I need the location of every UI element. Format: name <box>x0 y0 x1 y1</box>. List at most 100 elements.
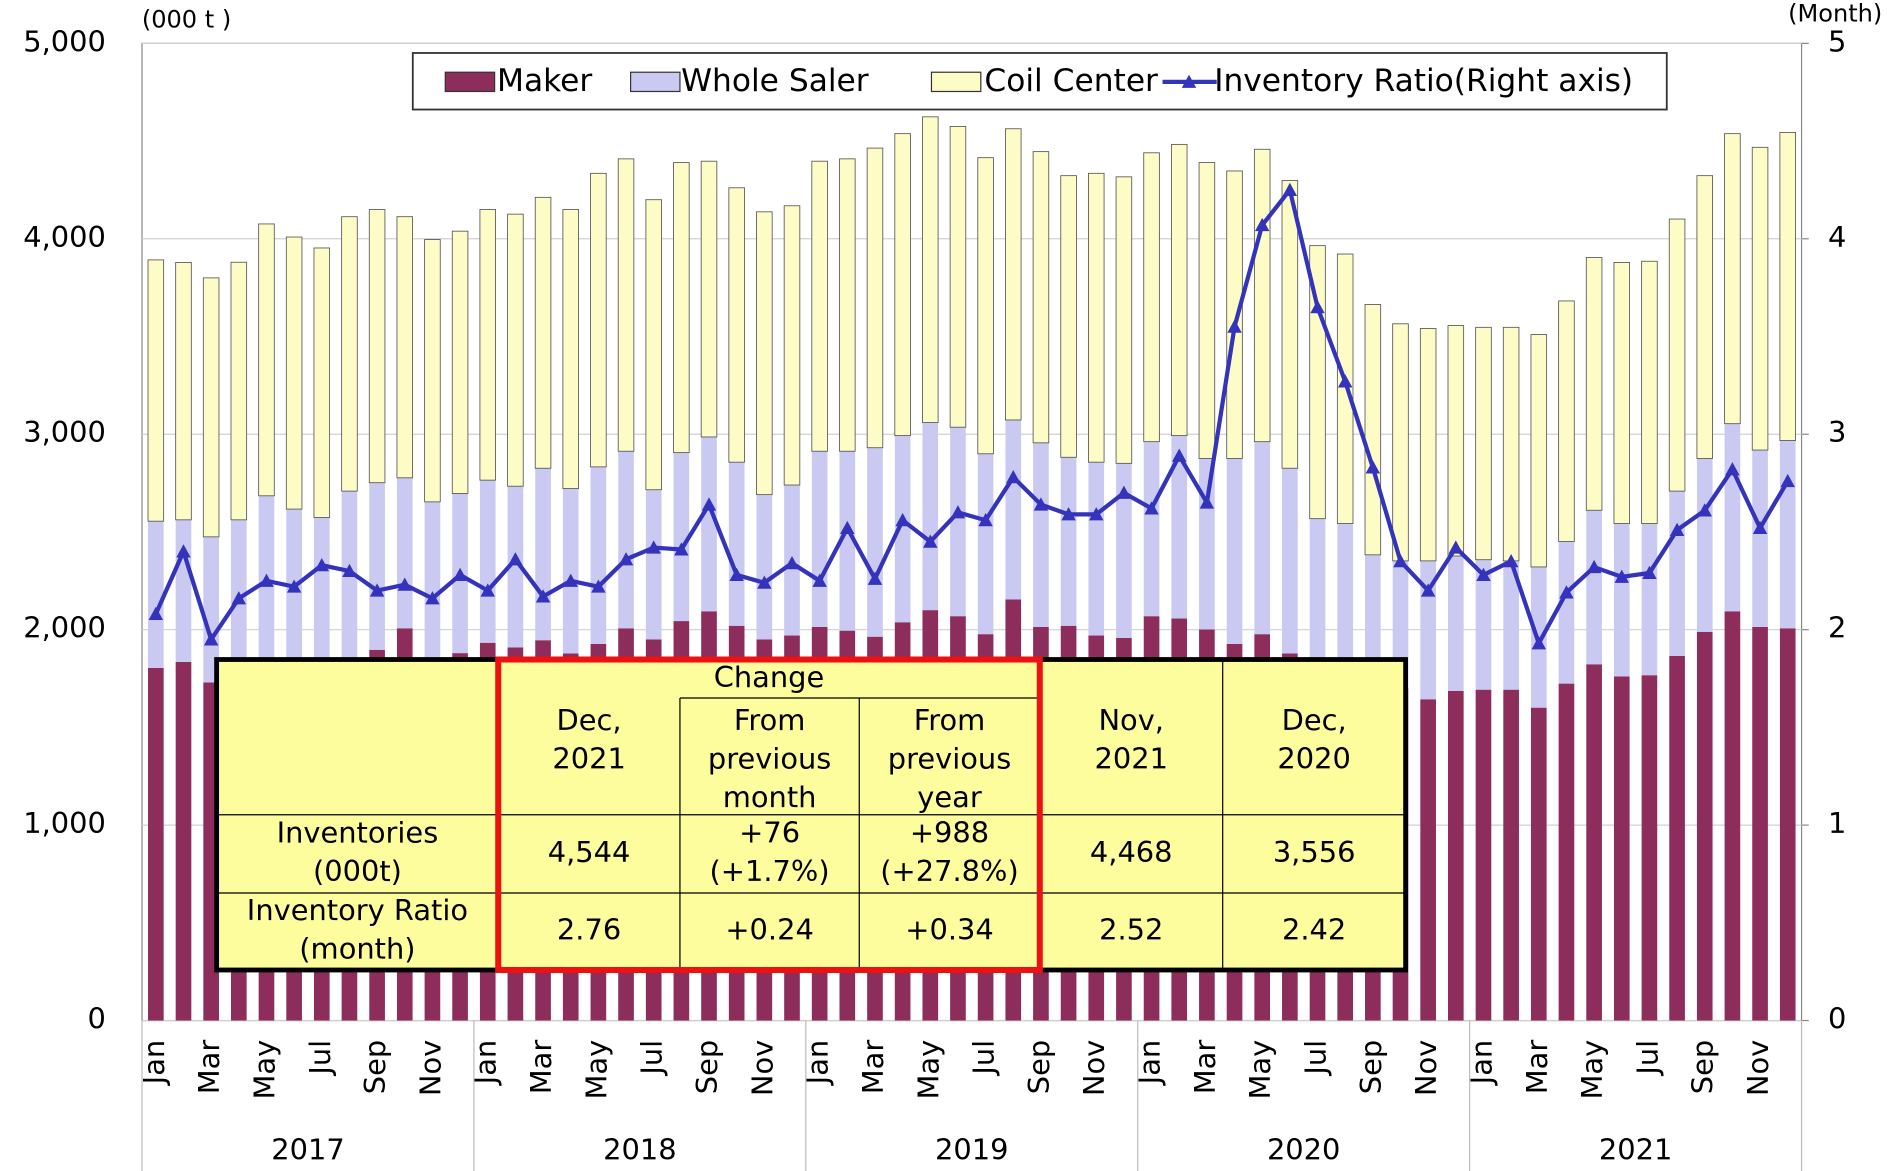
bar-segment <box>673 452 690 622</box>
bar-segment <box>1641 523 1658 676</box>
x-tick-label: Mar <box>192 1040 226 1095</box>
ratio-marker <box>646 540 661 554</box>
bar-segment <box>1613 523 1630 677</box>
bar-segment <box>1724 611 1741 1021</box>
bar-segment <box>202 277 220 538</box>
ratio-marker <box>1227 319 1242 333</box>
x-tick-label: May <box>1575 1040 1609 1100</box>
highlight-border <box>495 656 1043 974</box>
bar-segment <box>1171 435 1188 619</box>
ratio-marker <box>1337 374 1353 388</box>
bar-segment <box>1253 148 1271 443</box>
legend-box <box>411 52 1668 111</box>
bar-segment <box>1281 180 1299 469</box>
y-tick-label: 5,000 <box>23 24 106 58</box>
bar-segment <box>1613 676 1630 1021</box>
x-tick-label: May <box>1243 1040 1277 1100</box>
table-column-header: From previous month <box>708 703 831 814</box>
bar-segment <box>1503 560 1519 690</box>
x-tick-label: Sep <box>1022 1040 1056 1094</box>
bar-segment <box>590 466 607 644</box>
bar-segment <box>811 451 828 627</box>
bar-segment <box>1613 262 1631 524</box>
legend-swatch <box>930 71 982 93</box>
ratio-marker <box>480 583 495 597</box>
bar-segment <box>783 205 801 486</box>
bar-segment <box>1226 170 1243 459</box>
bar-segment <box>1752 450 1768 627</box>
ratio-marker <box>1172 448 1187 462</box>
bar-segment <box>1033 442 1049 627</box>
bar-segment <box>1779 440 1796 629</box>
ratio-marker <box>1531 636 1547 650</box>
x-tick-label: Jul <box>1630 1040 1664 1077</box>
bar-segment <box>230 261 248 521</box>
legend-label: Coil Center <box>984 63 1158 99</box>
bar-segment <box>1503 689 1519 1021</box>
ratio-marker <box>1282 182 1298 196</box>
bar-segment <box>811 160 828 452</box>
y2-tick-label: 5 <box>1828 24 1846 58</box>
bar-segment <box>950 427 966 617</box>
bar-segment <box>1696 175 1713 459</box>
legend-label: Maker <box>497 63 592 99</box>
ratio-marker <box>1061 507 1076 521</box>
x-tick-label: Nov <box>1741 1040 1775 1096</box>
table-cell: 4,544 <box>548 835 631 869</box>
bar-segment <box>535 468 551 641</box>
x-tick-label: Sep <box>358 1040 392 1094</box>
bar-segment <box>1116 463 1132 638</box>
ratio-marker <box>1393 554 1408 568</box>
ratio-marker <box>1642 565 1657 580</box>
bar-segment <box>839 451 856 631</box>
table-cell: 2.42 <box>1282 912 1346 946</box>
ratio-marker <box>203 632 219 646</box>
bar-segment <box>341 216 358 492</box>
x-tick-label: Jul <box>303 1040 337 1077</box>
ratio-marker <box>1614 569 1629 583</box>
ratio-marker <box>176 544 191 558</box>
ratio-marker <box>314 557 330 572</box>
y-tick-label: 1,000 <box>23 806 106 840</box>
bar-segment <box>1005 128 1022 421</box>
x-tick-label: Jul <box>967 1040 1001 1077</box>
ratio-marker <box>1199 495 1215 509</box>
ratio-marker <box>1669 522 1685 537</box>
table-cell: +0.24 <box>725 912 814 946</box>
ratio-marker <box>342 563 357 578</box>
bar-segment <box>867 447 883 637</box>
bar-segment <box>369 482 385 650</box>
legend-swatch <box>444 71 496 93</box>
bar-segment <box>1724 423 1741 612</box>
ratio-line <box>153 185 1790 649</box>
x-tick-label: Sep <box>690 1040 724 1094</box>
table-column-header: Dec, 2021 <box>552 703 626 776</box>
bar-segment <box>313 247 331 518</box>
bar-segment <box>1752 626 1768 1021</box>
bar-segment <box>203 536 219 683</box>
bar-segment <box>1115 176 1133 464</box>
ratio-marker <box>1476 567 1491 581</box>
bar-segment <box>1392 323 1409 562</box>
legend-marker <box>1181 74 1197 88</box>
bar-segment <box>1779 628 1796 1021</box>
bar-segment <box>148 521 164 668</box>
bar-segment <box>977 453 994 635</box>
bar-segment <box>424 501 441 659</box>
ratio-marker <box>1586 559 1602 574</box>
y-axis-label: (000 t ) <box>142 5 231 33</box>
bar-segment <box>1060 175 1077 458</box>
ratio-marker <box>757 575 772 589</box>
bar-segment <box>1530 707 1547 1021</box>
bar-segment <box>894 133 911 437</box>
bar-segment <box>1447 690 1464 1021</box>
ratio-marker <box>286 579 302 593</box>
ratio-marker <box>1780 473 1795 488</box>
bar-segment <box>1558 300 1575 542</box>
ratio-marker <box>1725 462 1740 476</box>
bar-segment <box>756 494 773 640</box>
bar-segment <box>700 160 718 438</box>
bar-segment <box>1558 683 1575 1021</box>
table-cell: +76 (+1.7%) <box>710 816 830 889</box>
